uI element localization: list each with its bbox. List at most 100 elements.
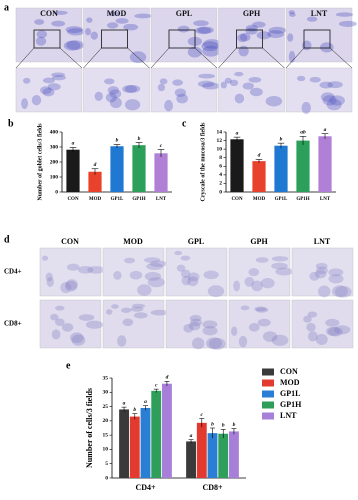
tissue [77,266,94,274]
tissue [107,86,120,95]
tissue [198,73,215,79]
tissue [197,80,215,88]
tissue [201,41,219,52]
tissue [71,334,86,346]
tissue [271,262,288,270]
legend-label: GP1H [280,400,302,409]
bar [186,441,196,478]
tissue [122,85,137,93]
zoom-line [15,47,35,69]
micrograph [15,67,83,113]
micrograph [218,67,285,113]
significance-letter: d [258,153,261,159]
error-bar [135,142,143,148]
tissue [53,10,68,15]
bar [151,390,162,478]
significance-letter: d [166,375,169,381]
tissue [63,40,81,51]
tissue [334,285,352,298]
y-tick-label: 10 [217,146,223,152]
tissue [188,321,201,331]
bar [110,146,124,192]
bar [318,136,332,192]
micrograph [218,7,285,63]
tissue [50,313,59,321]
tissue [193,20,209,27]
tissue [147,277,165,288]
tissue [306,16,318,22]
y-tick-label: 10 [103,447,109,453]
tissue [234,71,244,77]
y-tick-label: 0 [219,189,222,195]
legend-label: LNT [280,411,297,420]
tissue [202,82,220,90]
y-tick-label: 400 [50,129,59,135]
tissue [327,81,343,89]
zoom-box [33,29,61,49]
tissue [234,93,245,104]
legend-label: MOD [280,378,300,387]
tissue [123,257,136,264]
y-axis-label: Number of cells/3 fields [85,388,94,468]
tissue [51,72,66,78]
tissue [244,276,255,287]
tissue [275,267,293,276]
y-tick-label: 0 [55,189,58,195]
error-bar [164,381,170,386]
tissue [338,20,357,27]
x-tick-label: CON [231,197,243,202]
tissue [231,326,238,336]
micrograph [228,247,291,297]
bar [154,153,168,192]
y-tick-label: 100 [50,174,59,180]
tissue [307,311,318,318]
micrograph [165,299,228,349]
tissue [255,257,269,263]
tissue [202,45,220,57]
tissue [335,12,354,17]
tissue [333,325,351,335]
y-axis-label: Number of goblet cells/3 fields [37,123,43,201]
zoom-line [194,47,218,69]
tissue [187,46,202,58]
image-title: MOD [123,237,143,246]
tissue [164,99,173,112]
bar [207,433,218,478]
tissue [256,31,272,40]
significance-letter: a [123,400,126,406]
tissue [189,314,202,322]
tissue [257,318,271,327]
bar [119,409,129,478]
error-bar [321,133,329,139]
tissue [34,19,45,25]
significance-letter: b [222,423,225,429]
tissue [122,318,134,327]
tissue [248,268,260,277]
tissue [315,262,328,270]
tissue [325,318,340,327]
tissue [220,81,227,89]
tissue [265,95,283,107]
image-title: GPH [250,237,268,246]
tissue [90,31,98,40]
tissue [51,75,67,81]
tissue [296,75,306,82]
tissue [319,42,334,53]
tissue [31,95,42,106]
tissue [188,272,200,282]
tissue [115,18,129,24]
tissue [149,260,168,267]
tissue [239,33,251,42]
bar [296,140,310,192]
tissue [319,81,333,89]
significance-letter: b [280,136,283,142]
row-label: CD8+ [4,320,22,328]
y-axis-label: Cryscale of the mucosa/3 fields [200,122,206,202]
tissue [318,285,331,298]
tissue [174,250,183,256]
bar [88,171,102,192]
legend-swatch [262,368,274,376]
tissue [35,36,47,46]
legend-label: GP1L [280,389,300,398]
